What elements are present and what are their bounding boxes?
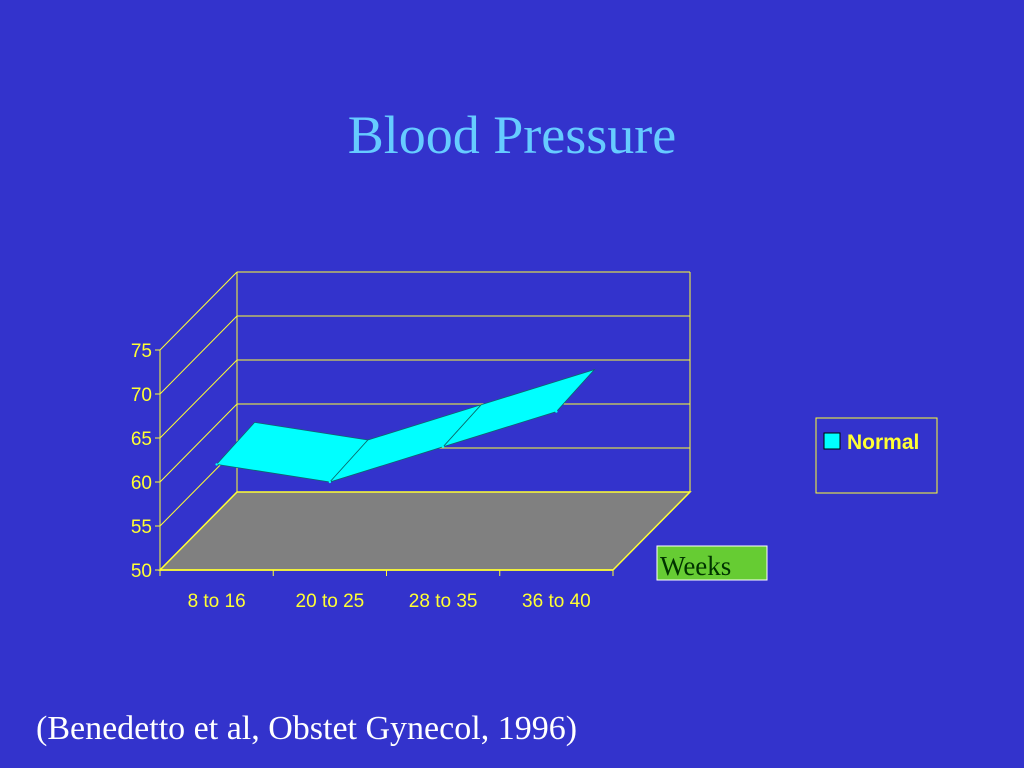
weeks-annotation: Weeks — [656, 545, 768, 581]
x-axis-ticks: 8 to 16 20 to 25 28 to 35 36 to 40 — [159, 569, 614, 612]
y-tick-label-55: 55 — [131, 517, 152, 538]
weeks-label-background — [656, 545, 768, 581]
y-tick-label-65: 65 — [131, 429, 152, 450]
x-tick-label-3: 36 to 40 — [522, 591, 591, 612]
side-gridline-60 — [159, 403, 238, 483]
y-tick-label-70: 70 — [131, 385, 152, 406]
series-ribbon — [215, 368, 596, 484]
x-tick-label-0: 8 to 16 — [188, 591, 246, 612]
y-tick-label-60: 60 — [131, 473, 152, 494]
side-gridline-70 — [159, 315, 238, 395]
y-tick-label-75: 75 — [131, 341, 152, 362]
side-gridline-75 — [159, 271, 238, 351]
weeks-label: Weeks — [660, 551, 731, 581]
legend-box — [815, 417, 938, 494]
legend: Normal — [815, 417, 938, 494]
series-point-2 — [441, 445, 445, 448]
series-segment-2 — [441, 368, 596, 448]
series-point-3 — [555, 410, 558, 413]
side-gridline-65 — [159, 359, 238, 439]
y-axis-ticks: 50 55 60 65 70 75 — [131, 341, 160, 582]
x-tick-label-2: 28 to 35 — [409, 591, 478, 612]
chart-floor — [158, 491, 692, 571]
legend-swatch-normal — [823, 432, 841, 450]
y-tick-label-50: 50 — [131, 561, 152, 582]
series-point-0 — [215, 463, 218, 466]
x-tick-label-1: 20 to 25 — [296, 591, 365, 612]
page-title: Blood Pressure — [347, 105, 677, 165]
legend-label-normal: Normal — [847, 431, 919, 454]
series-point-1 — [328, 480, 332, 484]
citation: (Benedetto et al, Obstet Gynecol, 1996) — [36, 710, 578, 747]
